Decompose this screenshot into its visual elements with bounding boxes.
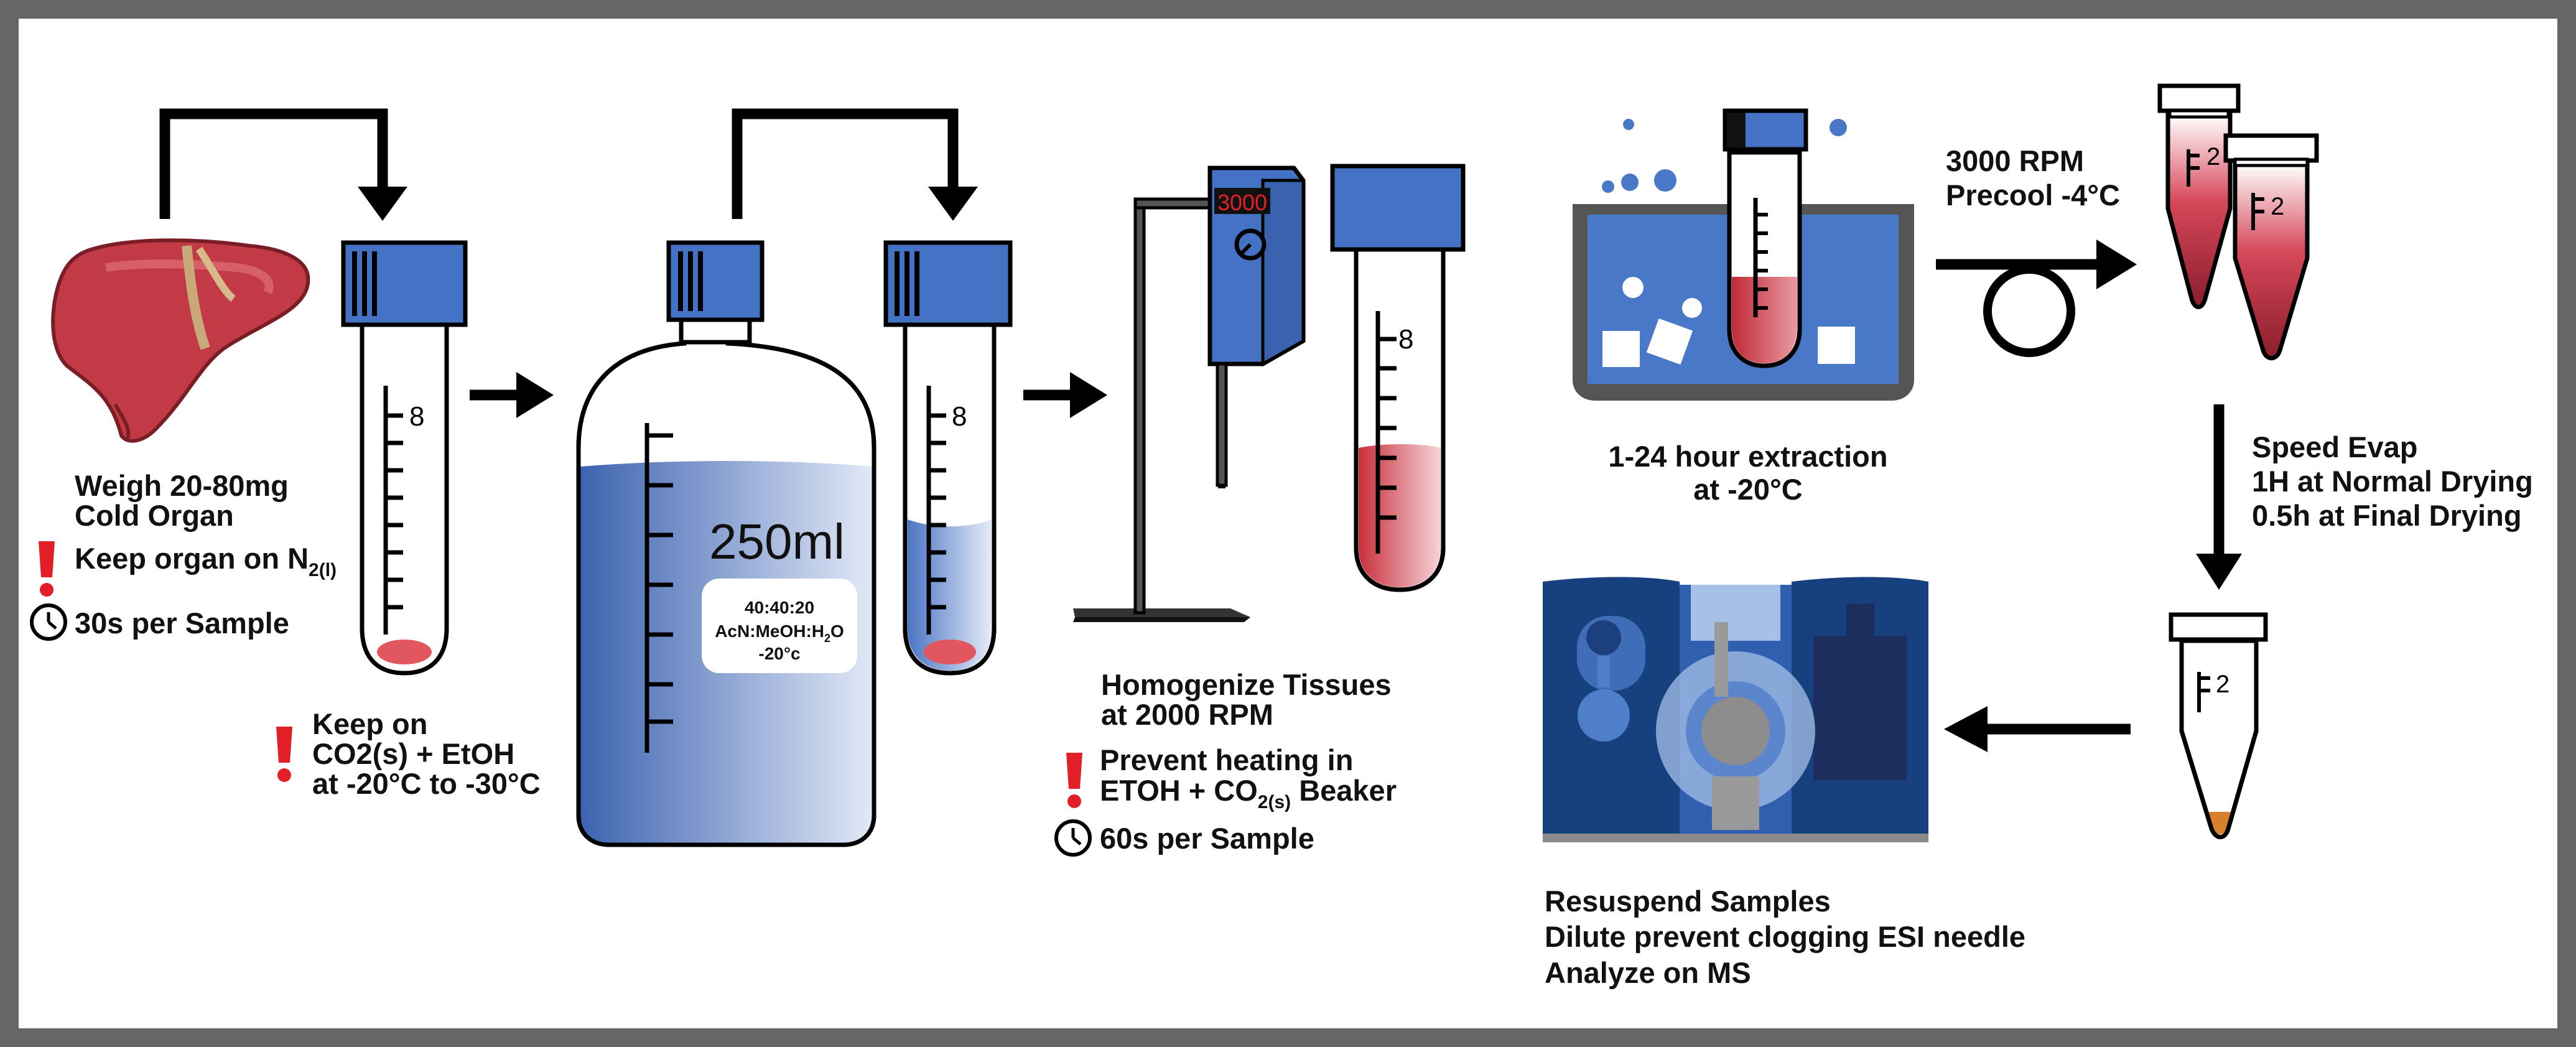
step3-group: 3000 8 Homogenize Tissues at [1054,164,1466,857]
step2-group: 250ml 40:40:20 AcN:MeOH:H2O -20°c [576,108,1013,847]
solvent-temperature: -20°c [758,644,800,663]
exclamation-icon [276,727,292,782]
homogenizer-display: 3000 [1217,190,1267,215]
tube-1: 8 [341,240,468,676]
step5-label-2: Precool -4°C [1946,179,2120,212]
eppendorf-tube-2: 2 [2223,133,2319,361]
clock-icon [1054,819,1092,857]
step4-group: 1-24 hour extraction at -20°C [1573,108,1914,506]
step1-time-label: 30s per Sample [75,607,289,640]
tube-1-mark: 8 [409,401,424,432]
step1-keep-label-3: at -20°C to -30°C [312,767,541,800]
dried-eppendorf-tube: 2 [2169,612,2268,839]
step5-group: 3000 RPM Precool -4°C 2 2 [1936,83,2319,361]
arrow-icon [358,187,407,221]
step3-warning-2: ETOH + CO2(s) Beaker [1100,774,1397,812]
mass-spectrometer [1543,577,1928,842]
tube-2: 8 [883,240,1013,676]
bottle-volume-label: 250ml [709,514,845,569]
step7-label-1: Resuspend Samples [1545,885,1831,918]
step6-group: Speed Evap 1H at Normal Drying 0.5h at F… [1944,404,2533,839]
arrow-icon [1023,372,1107,418]
step6-label-2: 1H at Normal Drying [2252,465,2533,498]
step1-keep-label-1: Keep on [312,707,427,740]
eppendorf-1-mark: 2 [2206,143,2220,170]
extraction-tube [1723,108,1808,368]
step3-warning-1: Prevent heating in [1100,743,1353,776]
tube-2-mark: 8 [952,401,967,432]
bracket-arrow-1 [159,108,388,219]
exclamation-icon [39,541,55,597]
clock-icon [30,603,67,641]
solvent-bottle: 250ml 40:40:20 AcN:MeOH:H2O -20°c [576,240,876,847]
step4-label-2: at -20°C [1693,473,1803,506]
step7-label-3: Analyze on MS [1545,956,1751,989]
step7-group: Resuspend Samples Dilute prevent cloggin… [1543,577,2025,989]
liver-icon [51,238,310,443]
step5-label-1: 3000 RPM [1946,144,2084,177]
eppendorf-tube-1: 2 [2157,83,2241,309]
step4-label-1: 1-24 hour extraction [1608,440,1887,473]
arrow-icon [928,187,978,221]
tube-3: 8 [1330,164,1466,592]
step6-label-3: 0.5h at Final Drying [2252,499,2522,532]
step6-label-1: Speed Evap [2252,430,2417,463]
solvent-label-box [702,579,857,673]
step3-label-1: Homogenize Tissues [1101,668,1392,701]
arrow-icon [1944,706,2131,752]
step3-label-2: at 2000 RPM [1101,698,1273,731]
solvent-composition: AcN:MeOH:H2O [715,621,844,644]
step3-time-label: 60s per Sample [1100,822,1314,855]
step1-group: 8 Weigh 20-80mg Cold Organ Keep organ on… [30,108,541,800]
homogenizer: 3000 [1073,165,1306,622]
step7-label-2: Dilute prevent clogging ESI needle [1545,920,2025,953]
dried-tube-mark: 2 [2216,671,2230,698]
exclamation-icon [1066,753,1082,808]
loop-arrow-icon [1936,240,2137,357]
solvent-ratio: 40:40:20 [745,598,814,617]
step1-weigh-label-1: Weigh 20-80mg [75,469,289,502]
tube-3-mark: 8 [1398,324,1413,355]
step1-organ-note: Keep organ on N2(l) [75,542,337,580]
step1-keep-label-2: CO2(s) + EtOH [312,737,514,770]
eppendorf-2-mark: 2 [2271,193,2284,220]
arrow-icon [2196,404,2242,590]
arrow-icon [470,372,554,418]
bracket-arrow-2 [732,108,959,219]
step1-weigh-label-2: Cold Organ [75,499,234,532]
